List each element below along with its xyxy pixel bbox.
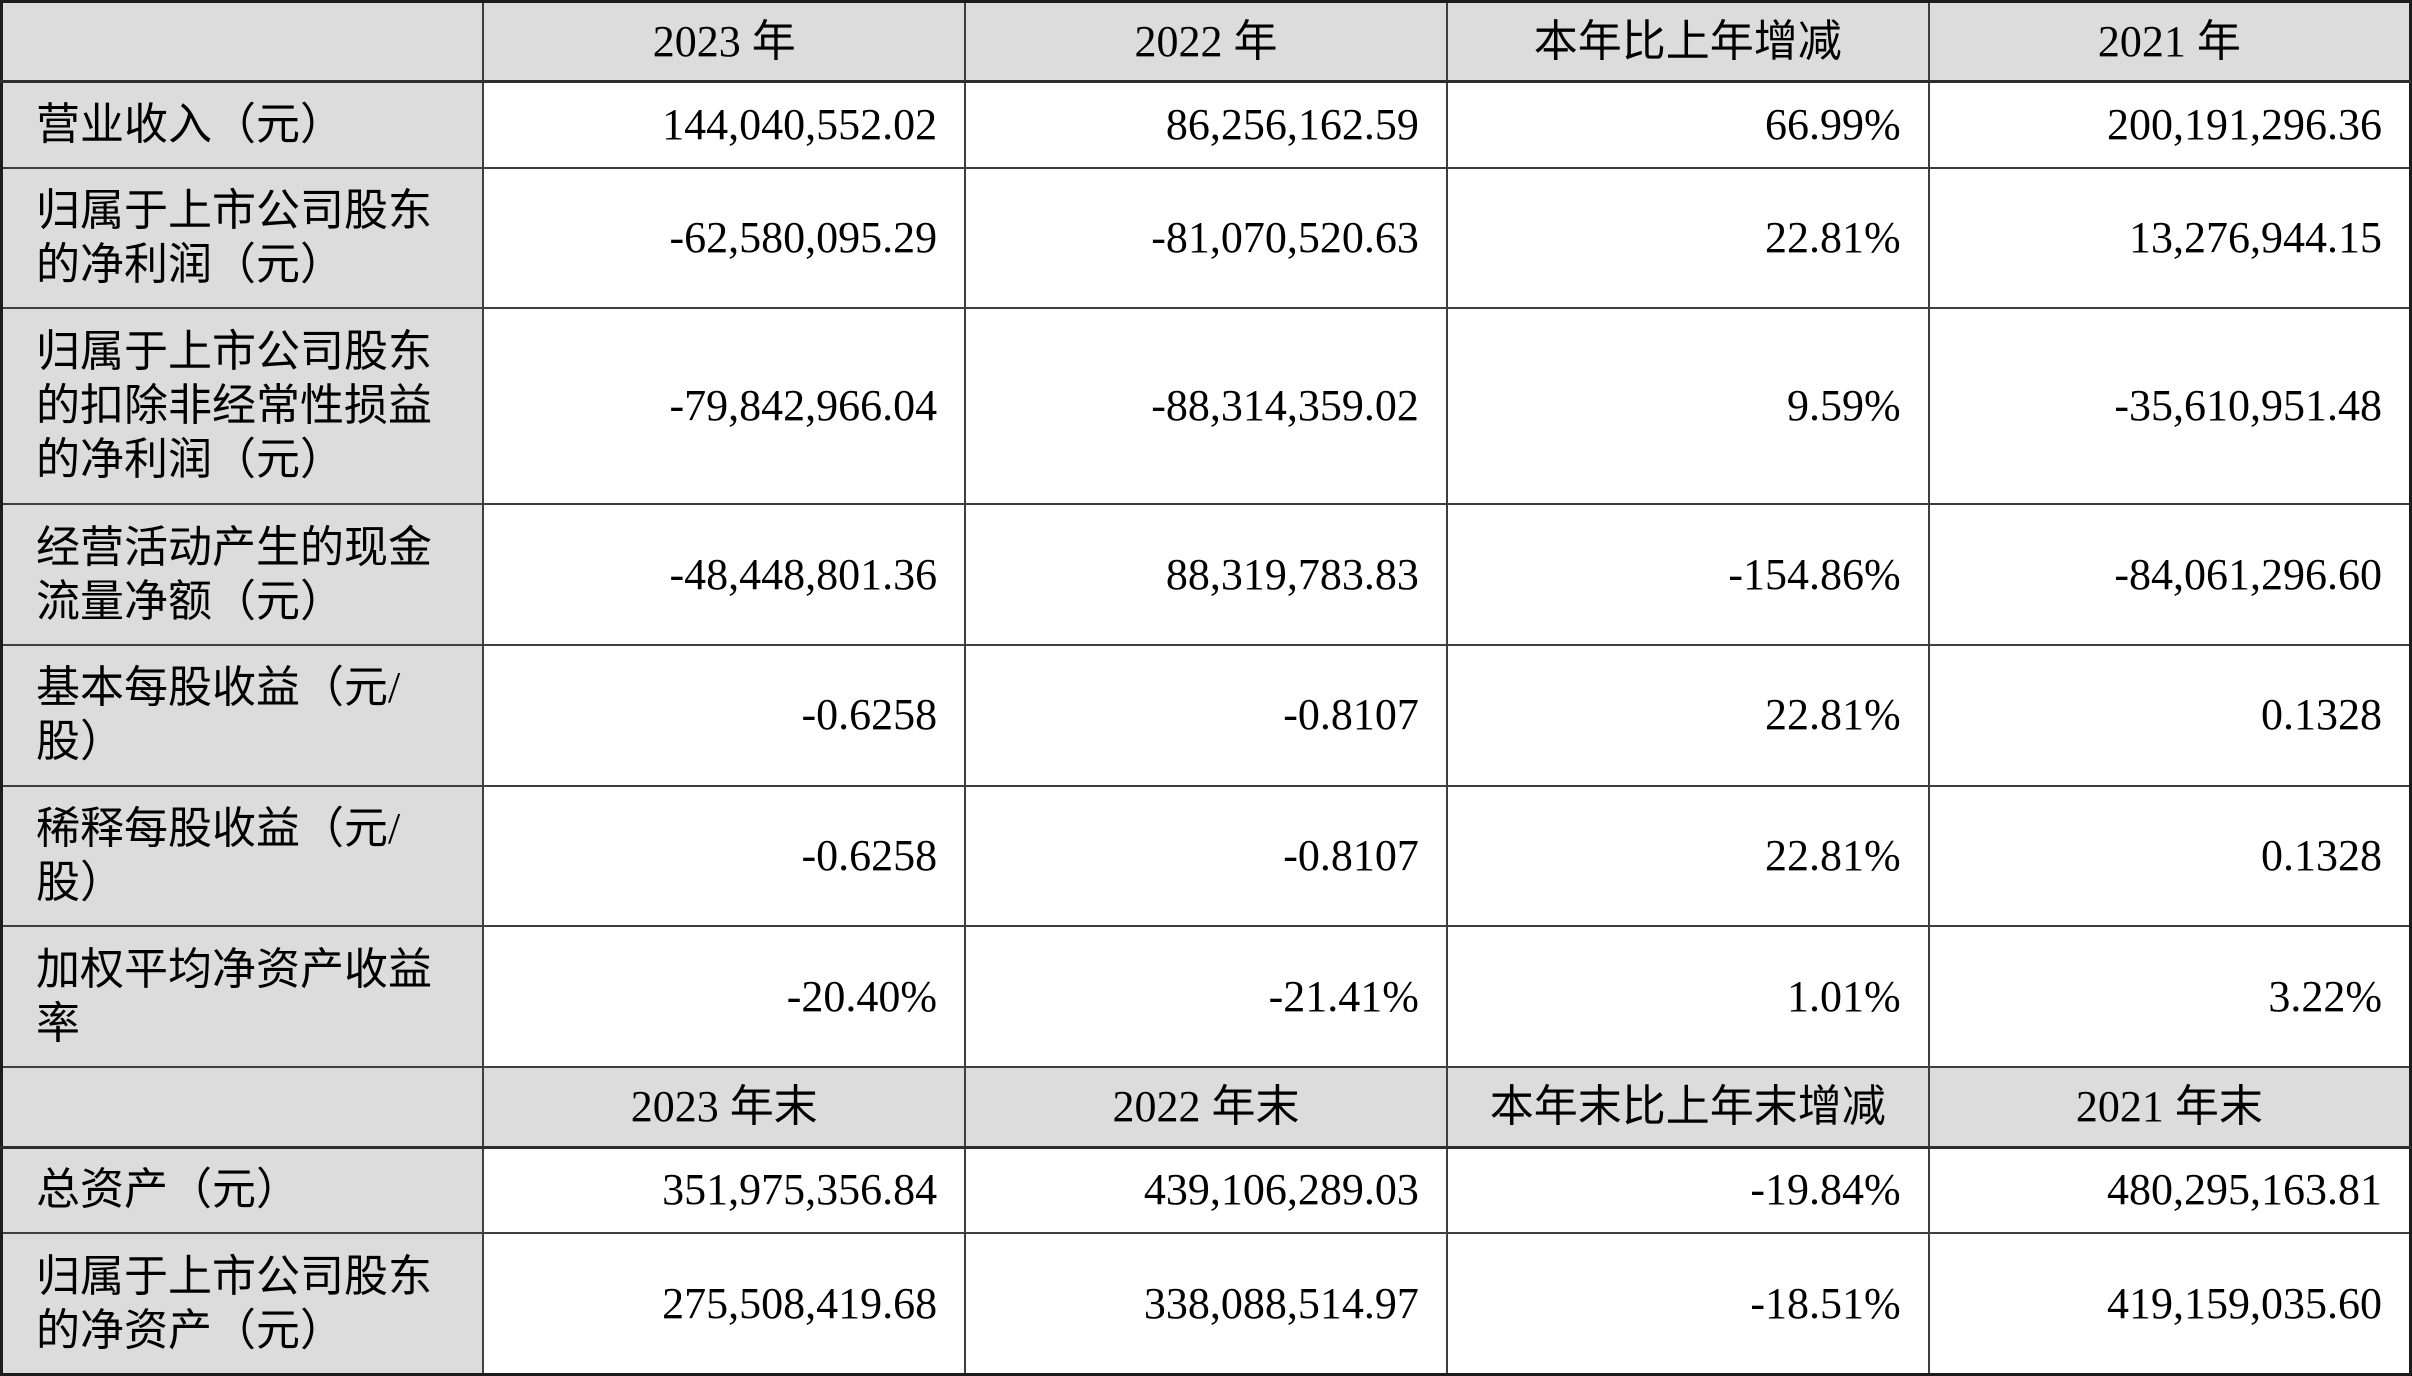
value-cell: -0.6258	[482, 643, 967, 787]
header-cell: 本年末比上年末增减	[1445, 1066, 1930, 1149]
row-label-cell: 基本每股收益（元/股）	[0, 643, 485, 787]
value-cell: 351,975,356.84	[482, 1146, 967, 1235]
table-row: 稀释每股收益（元/股） -0.6258 -0.8107 22.81% 0.1328	[0, 784, 2412, 928]
value-cell: 338,088,514.97	[964, 1232, 1448, 1376]
row-label-cell: 稀释每股收益（元/股）	[0, 784, 485, 928]
header-cell: 2022 年末	[964, 1066, 1448, 1149]
value-cell: -88,314,359.02	[964, 307, 1448, 506]
table-header-row-period-end: 2023 年末 2022 年末 本年末比上年末增减 2021 年末	[0, 1066, 2412, 1149]
header-cell: 2023 年	[482, 0, 967, 83]
value-cell: -154.86%	[1445, 503, 1930, 646]
table-row: 归属于上市公司股东的扣除非经常性损益的净利润（元） -79,842,966.04-…	[0, 307, 2412, 506]
value-cell: -81,070,520.63	[964, 166, 1448, 310]
value-cell: -0.6258	[482, 784, 967, 928]
value-cell: -62,580,095.29	[482, 166, 967, 310]
value-cell: 22.81%	[1445, 166, 1930, 310]
table-row: 归属于上市公司股东的净资产（元） 275,508,419.68 338,088,51…	[0, 1232, 2412, 1376]
value-cell: 1.01%	[1445, 925, 1930, 1069]
value-cell: 275,508,419.68	[482, 1232, 967, 1376]
value-cell: 0.1328	[1927, 643, 2412, 787]
table-row: 总资产（元） 351,975,356.84 439,106,289.03 -19.84…	[0, 1146, 2412, 1235]
value-cell: -20.40%	[482, 925, 967, 1069]
row-label-cell: 归属于上市公司股东的净利润（元）	[0, 166, 485, 310]
row-label-cell: 总资产（元）	[0, 1146, 485, 1235]
value-cell: 22.81%	[1445, 784, 1930, 928]
table-row: 加权平均净资产收益率 -20.40% -21.41% 1.01% 3.22%	[0, 925, 2412, 1069]
value-cell: -79,842,966.04	[482, 307, 967, 506]
value-cell: 13,276,944.15	[1927, 166, 2412, 310]
table-header-row-annual-results: 2023 年 2022 年本年比上年增减 2021 年	[0, 0, 2412, 83]
row-label-cell: 经营活动产生的现金流量净额（元）	[0, 503, 485, 646]
value-cell: 88,319,783.83	[964, 503, 1448, 646]
value-cell: -0.8107	[964, 643, 1448, 787]
value-cell: 66.99%	[1445, 80, 1930, 169]
value-cell: -84,061,296.60	[1927, 503, 2412, 646]
header-cell: 2021 年	[1927, 0, 2412, 83]
value-cell: -0.8107	[964, 784, 1448, 928]
value-cell: 86,256,162.59	[964, 80, 1448, 169]
table-row: 营业收入（元） 144,040,552.02 86,256,162.59 66.99%…	[0, 80, 2412, 169]
header-cell-empty	[0, 0, 485, 83]
value-cell: 439,106,289.03	[964, 1146, 1448, 1235]
header-cell: 2022 年	[964, 0, 1448, 83]
value-cell: -48,448,801.36	[482, 503, 967, 646]
value-cell: 22.81%	[1445, 643, 1930, 787]
value-cell: 0.1328	[1927, 784, 2412, 928]
table-row: 经营活动产生的现金流量净额（元） -48,448,801.36 88,319,783…	[0, 503, 2412, 646]
row-label-cell: 归属于上市公司股东的扣除非经常性损益的净利润（元）	[0, 307, 485, 506]
value-cell: 480,295,163.81	[1927, 1146, 2412, 1235]
header-cell: 本年比上年增减	[1445, 0, 1930, 83]
value-cell: 3.22%	[1927, 925, 2412, 1069]
table-row: 归属于上市公司股东的净利润（元） -62,580,095.29 -81,070,52…	[0, 166, 2412, 310]
row-label-cell: 营业收入（元）	[0, 80, 485, 169]
value-cell: 419,159,035.60	[1927, 1232, 2412, 1376]
header-cell: 2021 年末	[1927, 1066, 2412, 1149]
row-label-cell: 加权平均净资产收益率	[0, 925, 485, 1069]
value-cell: -21.41%	[964, 925, 1448, 1069]
table-row: 基本每股收益（元/股） -0.6258 -0.8107 22.81% 0.1328	[0, 643, 2412, 787]
value-cell: 9.59%	[1445, 307, 1930, 506]
value-cell: -35,610,951.48	[1927, 307, 2412, 506]
value-cell: -19.84%	[1445, 1146, 1930, 1235]
value-cell: 200,191,296.36	[1927, 80, 2412, 169]
row-label-cell: 归属于上市公司股东的净资产（元）	[0, 1232, 485, 1376]
value-cell: 144,040,552.02	[482, 80, 967, 169]
value-cell: -18.51%	[1445, 1232, 1930, 1376]
header-cell: 2023 年末	[482, 1066, 967, 1149]
header-cell-empty	[0, 1066, 485, 1149]
